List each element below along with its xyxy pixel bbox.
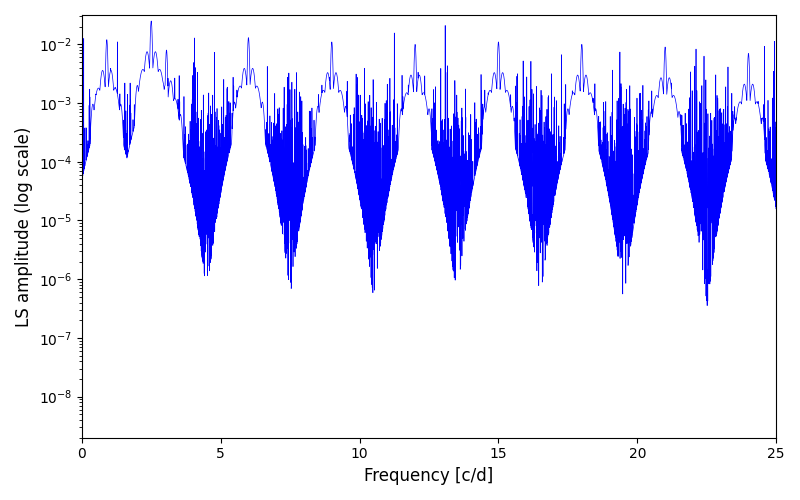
Y-axis label: LS amplitude (log scale): LS amplitude (log scale): [15, 126, 33, 326]
X-axis label: Frequency [c/d]: Frequency [c/d]: [364, 467, 494, 485]
